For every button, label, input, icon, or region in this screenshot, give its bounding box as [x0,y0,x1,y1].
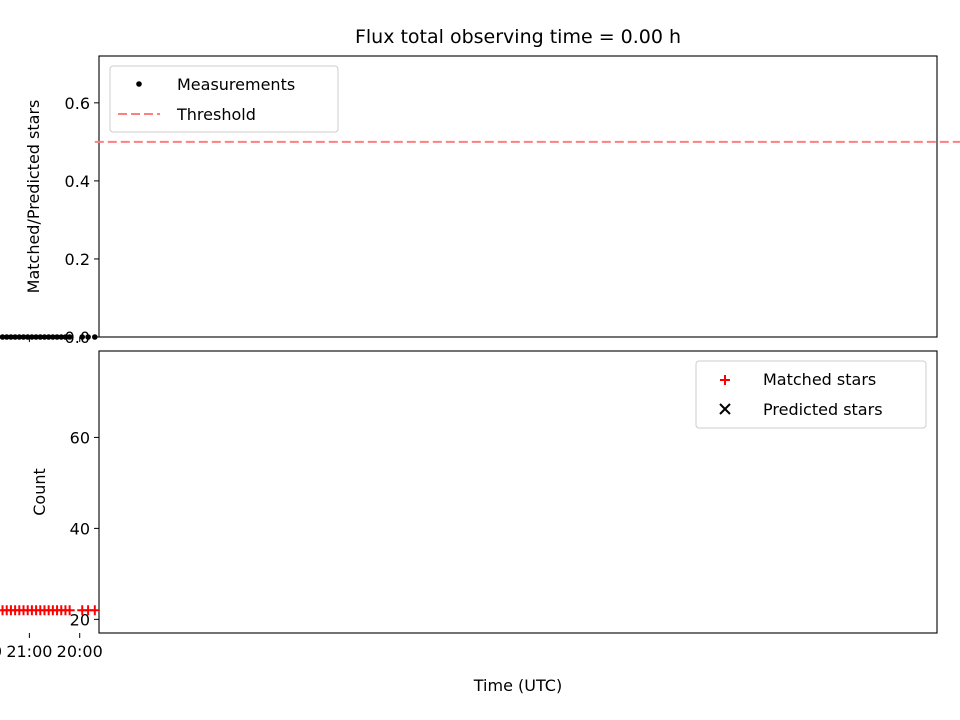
measurement-point [8,334,14,340]
matched-star-point [0,605,8,616]
measurement-point [45,334,52,340]
measurement-point [92,334,98,340]
y-tick-label: 20 [70,610,90,629]
legend-label-measurements: Measurements [177,75,295,94]
measurement-point [3,334,10,340]
measurement-point [54,334,60,340]
measurement-point [24,334,31,340]
measurement-point [16,334,23,340]
legend-marker-predicted [719,403,731,415]
y-axis-label: Count [30,468,49,516]
plot-frame [98,350,938,634]
measurement-point [12,334,18,340]
y-tick-label: 0.0 [65,328,90,347]
measurement-point [66,334,73,340]
legend-box [695,360,927,429]
measurement-point [85,334,91,340]
measurement-point [62,334,69,340]
x-tick-label: 21:00 [6,642,52,661]
y-tick-label: 40 [70,519,90,538]
x-tick-label: 20:00 [57,642,103,661]
legend-label-threshold: Threshold [176,105,256,124]
legend-box [109,65,339,133]
measurement-point [20,334,27,340]
y-tick-label: 0.2 [65,250,90,269]
matched-star-point [77,605,88,616]
measurement-point [33,334,39,340]
y-tick-label: 60 [70,428,90,447]
measurement-point [58,334,65,340]
x-tick-label: 22:00 [0,642,2,661]
measurement-point [50,334,56,340]
measurement-point [79,334,86,340]
measurement-point [0,334,6,340]
measurement-point [37,334,44,340]
y-axis-label: Matched/Predicted stars [24,100,43,294]
chart-title: Flux total observing time = 0.00 h [355,26,681,48]
legend-label-predicted: Predicted stars [763,400,883,419]
legend-label-matched: Matched stars [763,370,876,389]
legend-marker-matched [720,375,730,385]
measurement-point [29,334,35,340]
top-axes: 0.0 0.2 0.4 0.6 Flux total observing time = … [0,26,960,347]
plot-frame [98,55,938,338]
measurement-point [41,334,48,340]
y-tick-label: 0.6 [65,94,90,113]
x-axis-label: Time (UTC) [473,676,562,695]
bottom-axes: 20406020:0021:0022:0023:0000:0001:0002:0… [0,350,938,695]
y-tick-label: 0.4 [65,172,90,191]
legend-marker-measurements [136,81,142,87]
